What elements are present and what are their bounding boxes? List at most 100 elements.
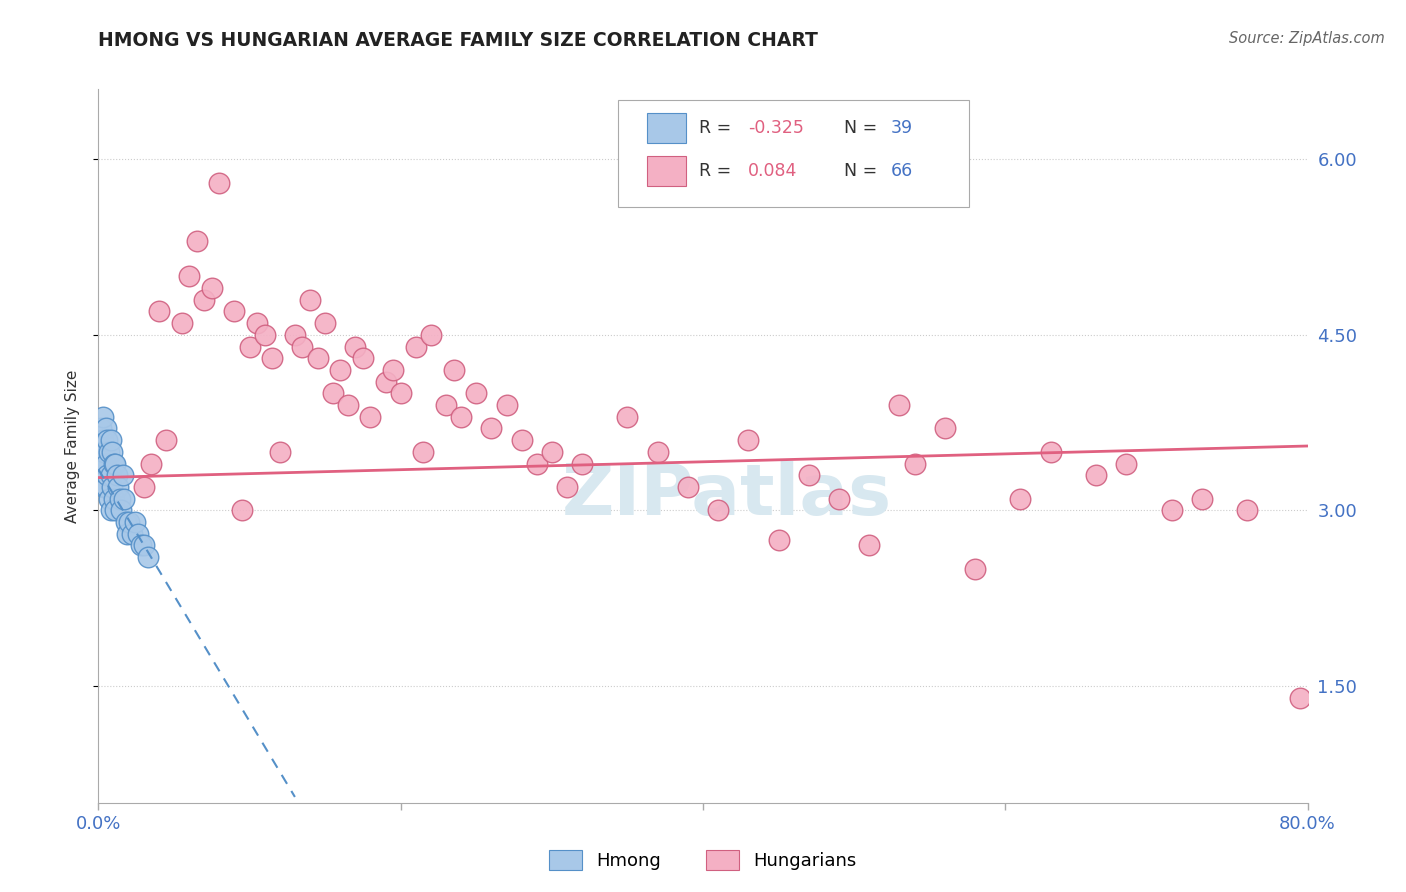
Point	[121, 526, 143, 541]
Point	[1289, 690, 1312, 705]
Text: N =: N =	[845, 162, 877, 180]
Point	[481, 421, 503, 435]
Point	[389, 386, 412, 401]
Point	[148, 304, 170, 318]
Text: 0.084: 0.084	[748, 162, 797, 180]
Point	[129, 538, 152, 552]
Point	[828, 491, 851, 506]
Point	[100, 433, 122, 447]
Point	[231, 503, 253, 517]
Point	[253, 327, 276, 342]
Point	[100, 468, 122, 483]
Point	[555, 480, 578, 494]
Text: HMONG VS HUNGARIAN AVERAGE FAMILY SIZE CORRELATION CHART: HMONG VS HUNGARIAN AVERAGE FAMILY SIZE C…	[98, 31, 818, 50]
Point	[100, 503, 122, 517]
Point	[124, 515, 146, 529]
Text: 39: 39	[890, 120, 912, 137]
Point	[443, 363, 465, 377]
Point	[186, 234, 208, 248]
FancyBboxPatch shape	[619, 100, 969, 207]
Point	[170, 316, 193, 330]
Point	[269, 445, 291, 459]
Point	[90, 468, 112, 483]
Legend: Hmong, Hungarians: Hmong, Hungarians	[540, 841, 866, 880]
Point	[112, 491, 135, 506]
Point	[132, 480, 155, 494]
Point	[262, 351, 284, 366]
Point	[540, 445, 562, 459]
Point	[352, 351, 374, 366]
Point	[336, 398, 359, 412]
Point	[89, 445, 111, 459]
Text: R =: R =	[699, 120, 731, 137]
Point	[889, 398, 911, 412]
Point	[110, 503, 132, 517]
Point	[934, 421, 956, 435]
Point	[495, 398, 517, 412]
Point	[115, 526, 138, 541]
Point	[284, 327, 307, 342]
Point	[526, 457, 548, 471]
Point	[299, 293, 322, 307]
Point	[127, 526, 149, 541]
Point	[965, 562, 987, 576]
Point	[91, 433, 114, 447]
Text: R =: R =	[699, 162, 731, 180]
Point	[101, 445, 124, 459]
Point	[647, 445, 669, 459]
Point	[93, 480, 115, 494]
Point	[450, 409, 472, 424]
Text: N =: N =	[845, 120, 877, 137]
Point	[224, 304, 246, 318]
Point	[179, 269, 201, 284]
Point	[94, 457, 117, 471]
Point	[193, 293, 215, 307]
Point	[510, 433, 533, 447]
Text: Source: ZipAtlas.com: Source: ZipAtlas.com	[1229, 31, 1385, 46]
Point	[322, 386, 344, 401]
Point	[114, 515, 136, 529]
Point	[111, 468, 134, 483]
Point	[90, 421, 112, 435]
Point	[98, 491, 121, 506]
Point	[412, 445, 434, 459]
Point	[307, 351, 329, 366]
Point	[291, 340, 314, 354]
FancyBboxPatch shape	[647, 113, 686, 144]
Text: 66: 66	[890, 162, 912, 180]
Point	[118, 515, 141, 529]
Point	[329, 363, 352, 377]
Point	[382, 363, 405, 377]
Point	[707, 503, 730, 517]
Point	[1039, 445, 1062, 459]
Point	[141, 457, 163, 471]
Point	[104, 503, 127, 517]
Point	[405, 340, 427, 354]
Point	[101, 480, 124, 494]
Point	[96, 433, 118, 447]
FancyBboxPatch shape	[647, 156, 686, 186]
Point	[465, 386, 488, 401]
Point	[246, 316, 269, 330]
Point	[105, 468, 128, 483]
Point	[201, 281, 224, 295]
Point	[768, 533, 790, 547]
Point	[104, 457, 127, 471]
Point	[107, 480, 129, 494]
Point	[132, 538, 155, 552]
Text: ZIPatlas: ZIPatlas	[562, 461, 893, 531]
Point	[737, 433, 759, 447]
Point	[91, 409, 114, 424]
Point	[94, 480, 117, 494]
Point	[94, 421, 117, 435]
Point	[96, 468, 118, 483]
Point	[434, 398, 457, 412]
Point	[420, 327, 443, 342]
Point	[314, 316, 336, 330]
Point	[93, 445, 115, 459]
Point	[108, 491, 131, 506]
Text: -0.325: -0.325	[748, 120, 804, 137]
Point	[904, 457, 927, 471]
Point	[1160, 503, 1182, 517]
Point	[103, 457, 125, 471]
